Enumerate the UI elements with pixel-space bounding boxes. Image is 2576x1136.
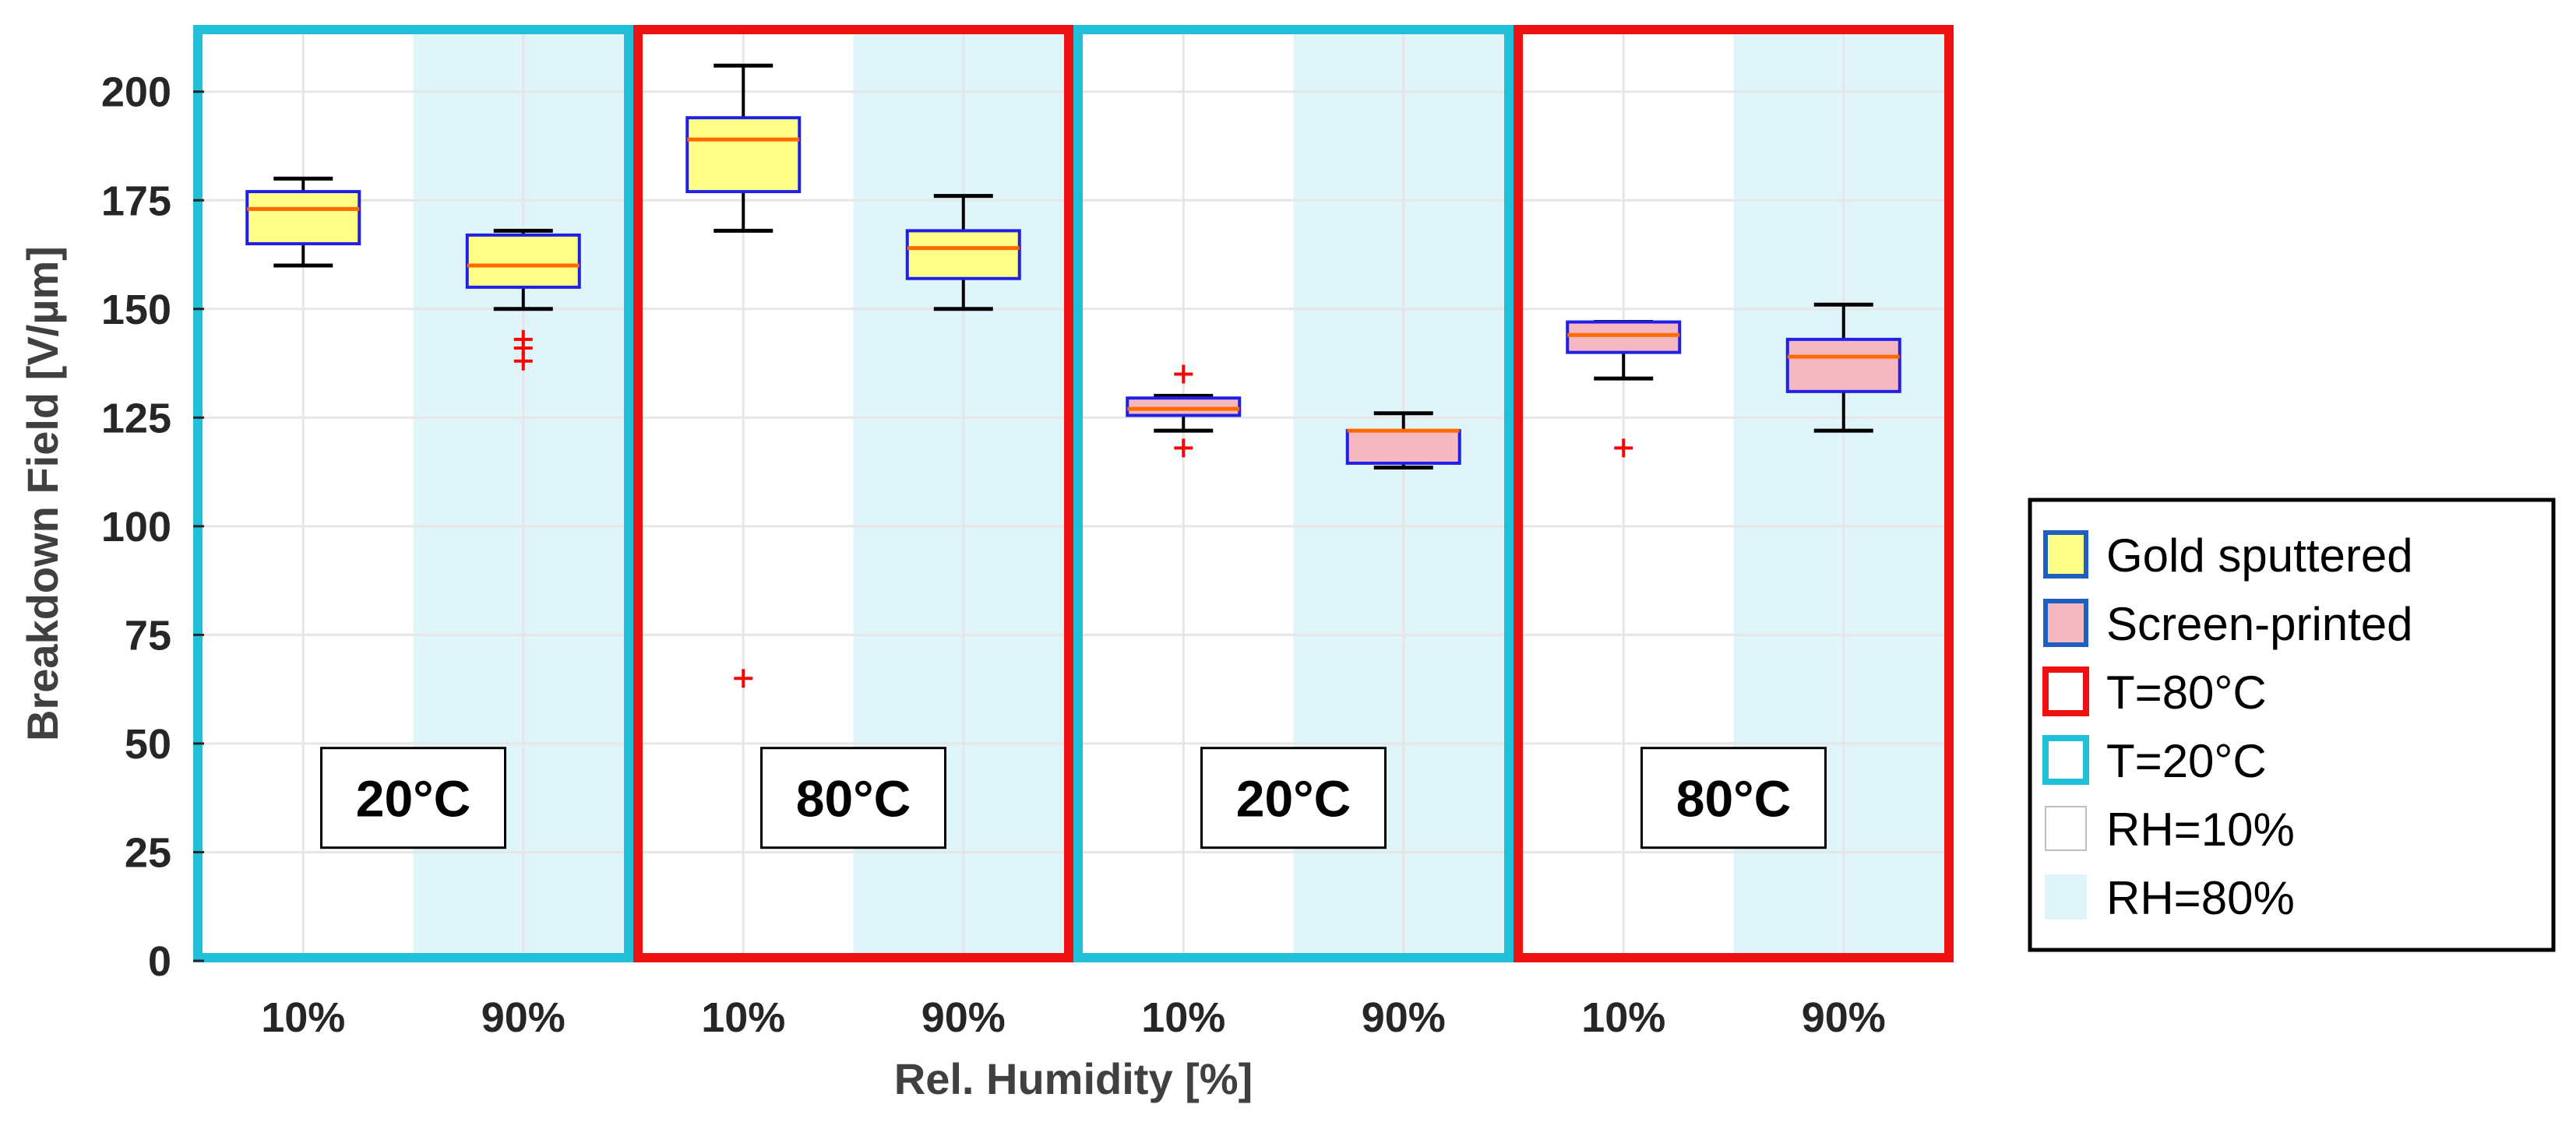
- box-body: [465, 233, 581, 289]
- temperature-label-box: [1640, 747, 1827, 849]
- temperature-frame-layer: [193, 25, 1954, 962]
- temperature-frame-4: [1514, 25, 1954, 962]
- temperature-frame-1: [193, 25, 633, 962]
- legend-swatch: [2045, 874, 2087, 920]
- outlier-marker: [1174, 438, 1193, 458]
- outlier-marker: [1174, 364, 1193, 384]
- box-body: [1785, 337, 1901, 393]
- outlier-marker: [734, 669, 753, 688]
- axis-layer: 0 25 50 75 100 125 150 175 200 10% 90% 10% 90% 10% 90%…: [18, 69, 1886, 1103]
- y-tick-label: 0: [148, 938, 171, 985]
- y-tick-label: 75: [125, 612, 171, 659]
- legend-box: [2028, 498, 2556, 952]
- x-tick-label: 90%: [481, 994, 566, 1041]
- legend-label: Gold sputtered: [2106, 529, 2413, 582]
- legend-label: T=80°C: [2106, 666, 2267, 719]
- box-8: [1785, 302, 1901, 433]
- temperature-label-box: [760, 747, 946, 849]
- x-tick-label: 10%: [701, 994, 785, 1041]
- box-body: [1345, 429, 1461, 465]
- box-body: [905, 229, 1021, 280]
- outlier-marker: [1614, 438, 1633, 458]
- box-3: [685, 63, 802, 688]
- legend-label: RH=10%: [2106, 804, 2295, 856]
- legend-label: RH=80%: [2106, 872, 2295, 924]
- box-body: [245, 190, 361, 246]
- temperature-label: 80°C: [796, 770, 911, 828]
- legend-label: T=20°C: [2106, 735, 2267, 787]
- y-tick-label: 25: [125, 829, 171, 876]
- y-tick-label: 175: [101, 178, 171, 224]
- legend: Gold sputtered Screen-printed T=80°C T=20°C…: [2028, 498, 2556, 952]
- y-tick-label: 150: [101, 287, 171, 333]
- y-axis-title: Breakdown Field [V/µm]: [18, 246, 67, 741]
- x-tick-label: 90%: [922, 994, 1006, 1041]
- box-body: [1566, 320, 1682, 354]
- temperature-label-layer: 20°C 80°C 20°C 80°C: [320, 747, 1827, 849]
- legend-label: Screen-printed: [2106, 598, 2413, 650]
- box-body: [685, 116, 802, 194]
- box-4: [905, 194, 1021, 311]
- box-1: [245, 176, 361, 268]
- legend-swatch: [2042, 666, 2089, 716]
- temperature-label-box: [1200, 747, 1387, 849]
- box-layer: [245, 63, 1901, 688]
- temperature-frame-3: [1073, 25, 1514, 962]
- legend-swatch: [2043, 599, 2088, 647]
- box-5: [1126, 364, 1242, 458]
- legend-swatch: [2043, 530, 2088, 579]
- box-6: [1345, 411, 1461, 470]
- x-tick-label: 10%: [1581, 994, 1665, 1041]
- y-tick-label: 200: [101, 69, 171, 116]
- temperature-label-box: [320, 747, 506, 849]
- legend-swatch: [2042, 735, 2089, 785]
- x-tick-label: 90%: [1362, 994, 1446, 1041]
- x-tick-label: 10%: [261, 994, 345, 1041]
- box-7: [1566, 320, 1682, 458]
- x-axis-title: Rel. Humidity [%]: [894, 1054, 1253, 1103]
- legend-swatch: [2045, 806, 2087, 851]
- y-tick-label: 125: [101, 395, 171, 441]
- x-tick-label: 10%: [1141, 994, 1225, 1041]
- temperature-label: 80°C: [1676, 770, 1791, 828]
- temperature-label: 20°C: [1236, 770, 1351, 828]
- outlier-marker: [513, 329, 533, 349]
- box-body: [1126, 396, 1242, 417]
- y-tick-label: 50: [125, 721, 171, 768]
- temperature-label: 20°C: [356, 770, 470, 828]
- y-tick-label: 100: [101, 504, 171, 550]
- x-tick-label: 90%: [1802, 994, 1886, 1041]
- temperature-frame-2: [633, 25, 1073, 962]
- box-2: [465, 228, 581, 371]
